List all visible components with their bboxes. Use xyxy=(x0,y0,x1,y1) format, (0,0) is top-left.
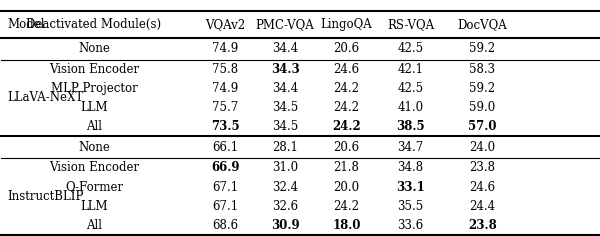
Text: LLM: LLM xyxy=(80,200,108,213)
Text: Vision Encoder: Vision Encoder xyxy=(49,63,139,76)
Text: Model: Model xyxy=(7,18,45,31)
Text: 41.0: 41.0 xyxy=(397,101,424,114)
Text: 73.5: 73.5 xyxy=(211,120,239,133)
Text: 33.6: 33.6 xyxy=(397,219,424,232)
Text: 21.8: 21.8 xyxy=(334,161,359,174)
Text: 24.2: 24.2 xyxy=(334,200,359,213)
Text: 66.1: 66.1 xyxy=(212,141,238,154)
Text: 20.6: 20.6 xyxy=(334,42,359,55)
Text: 28.1: 28.1 xyxy=(272,141,298,154)
Text: All: All xyxy=(86,120,102,133)
Text: 34.3: 34.3 xyxy=(271,63,299,76)
Text: 24.0: 24.0 xyxy=(469,141,495,154)
Text: LLaVA-NeXT: LLaVA-NeXT xyxy=(7,91,83,105)
Text: 42.5: 42.5 xyxy=(397,42,424,55)
Text: 33.1: 33.1 xyxy=(396,181,425,194)
Text: 35.5: 35.5 xyxy=(397,200,424,213)
Text: None: None xyxy=(78,42,110,55)
Text: 59.2: 59.2 xyxy=(469,82,495,95)
Text: 57.0: 57.0 xyxy=(468,120,496,133)
Text: 68.6: 68.6 xyxy=(212,219,238,232)
Text: 42.1: 42.1 xyxy=(397,63,424,76)
Text: 20.6: 20.6 xyxy=(334,141,359,154)
Text: 24.2: 24.2 xyxy=(332,120,361,133)
Text: 58.3: 58.3 xyxy=(469,63,495,76)
Text: RS-VQA: RS-VQA xyxy=(387,18,434,31)
Text: 18.0: 18.0 xyxy=(332,219,361,232)
Text: 32.4: 32.4 xyxy=(272,181,298,194)
Text: 24.6: 24.6 xyxy=(334,63,359,76)
Text: VQAv2: VQAv2 xyxy=(205,18,245,31)
Text: LingoQA: LingoQA xyxy=(321,18,373,31)
Text: 23.8: 23.8 xyxy=(468,219,497,232)
Text: All: All xyxy=(86,219,102,232)
Text: Vision Encoder: Vision Encoder xyxy=(49,161,139,174)
Text: 31.0: 31.0 xyxy=(272,161,298,174)
Text: 67.1: 67.1 xyxy=(212,181,238,194)
Text: 75.8: 75.8 xyxy=(212,63,238,76)
Text: 67.1: 67.1 xyxy=(212,200,238,213)
Text: PMC-VQA: PMC-VQA xyxy=(256,18,314,31)
Text: 20.0: 20.0 xyxy=(334,181,359,194)
Text: 38.5: 38.5 xyxy=(396,120,425,133)
Text: 24.2: 24.2 xyxy=(334,101,359,114)
Text: 34.8: 34.8 xyxy=(397,161,424,174)
Text: 32.6: 32.6 xyxy=(272,200,298,213)
Text: 34.7: 34.7 xyxy=(397,141,424,154)
Text: 59.2: 59.2 xyxy=(469,42,495,55)
Text: 34.4: 34.4 xyxy=(272,42,298,55)
Text: 24.2: 24.2 xyxy=(334,82,359,95)
Text: 34.5: 34.5 xyxy=(272,120,298,133)
Text: 34.4: 34.4 xyxy=(272,82,298,95)
Text: 74.9: 74.9 xyxy=(212,82,238,95)
Text: 30.9: 30.9 xyxy=(271,219,299,232)
Text: LLM: LLM xyxy=(80,101,108,114)
Text: MLP Projector: MLP Projector xyxy=(50,82,137,95)
Text: None: None xyxy=(78,141,110,154)
Text: 74.9: 74.9 xyxy=(212,42,238,55)
Text: 66.9: 66.9 xyxy=(211,161,239,174)
Text: 42.5: 42.5 xyxy=(397,82,424,95)
Text: 24.6: 24.6 xyxy=(469,181,495,194)
Text: InstructBLIP: InstructBLIP xyxy=(7,190,84,203)
Text: Deactivated Module(s): Deactivated Module(s) xyxy=(26,18,161,31)
Text: Q-Former: Q-Former xyxy=(65,181,123,194)
Text: 59.0: 59.0 xyxy=(469,101,495,114)
Text: 23.8: 23.8 xyxy=(469,161,495,174)
Text: DocVQA: DocVQA xyxy=(457,18,507,31)
Text: 75.7: 75.7 xyxy=(212,101,238,114)
Text: 34.5: 34.5 xyxy=(272,101,298,114)
Text: 24.4: 24.4 xyxy=(469,200,495,213)
